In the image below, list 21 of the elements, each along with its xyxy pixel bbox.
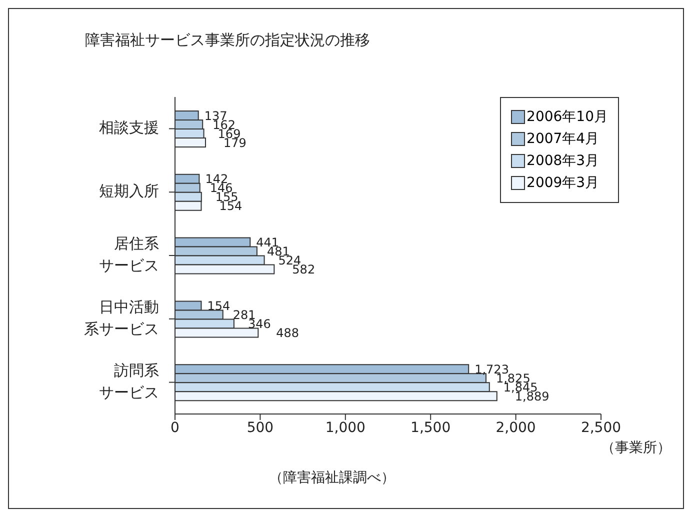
y-tick-label: 居住系サービス <box>99 234 159 275</box>
data-label: 488 <box>276 326 300 340</box>
data-label: 1,723 <box>474 362 509 376</box>
x-tick-label: 1,500 <box>410 420 451 436</box>
data-label: 154 <box>207 298 230 313</box>
y-tick-label: 訪問系サービス <box>99 361 159 402</box>
y-tick-label: 短期入所 <box>99 182 159 200</box>
x-tick-label: 500 <box>246 420 274 436</box>
y-tick-label: 相談支援 <box>99 118 159 137</box>
x-tick-label: 0 <box>170 420 180 436</box>
legend-label: 2009年3月 <box>526 174 600 192</box>
text: （障害福祉課調べ） <box>269 469 395 487</box>
x-tick-label: 2,000 <box>496 420 536 436</box>
legend-label: 2008年3月 <box>526 152 600 170</box>
x-tick-label: 1,000 <box>325 420 366 436</box>
x-tick-label: 2,500 <box>580 420 622 436</box>
chart-title: 障害福祉サービス事業所の指定状況の推移 <box>85 31 370 50</box>
y-tick-label: 日中活動系サービス <box>84 298 159 338</box>
x-axis-title: （事業所） <box>601 439 671 457</box>
legend-label: 2007年4月 <box>526 130 600 148</box>
legend-label: 2006年10月 <box>526 108 608 126</box>
